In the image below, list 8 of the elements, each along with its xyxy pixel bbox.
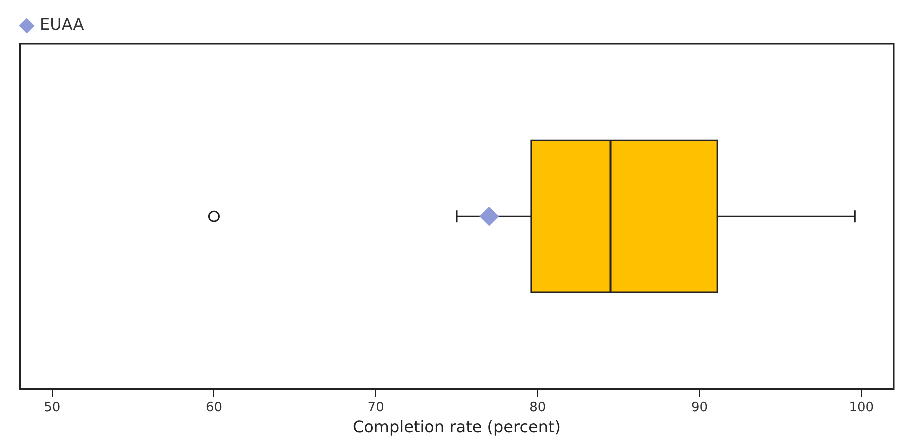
x-tick-label: 90 bbox=[692, 400, 708, 416]
x-tick-label: 50 bbox=[44, 400, 61, 416]
x-tick-label: 100 bbox=[849, 400, 874, 416]
x-axis-title: Completion rate (percent) bbox=[352, 418, 562, 437]
x-tick-label: 60 bbox=[206, 400, 222, 416]
x-tick-label: 80 bbox=[530, 400, 546, 416]
x-tick-label: 70 bbox=[368, 400, 384, 416]
legend-label: EUAA bbox=[40, 15, 84, 34]
